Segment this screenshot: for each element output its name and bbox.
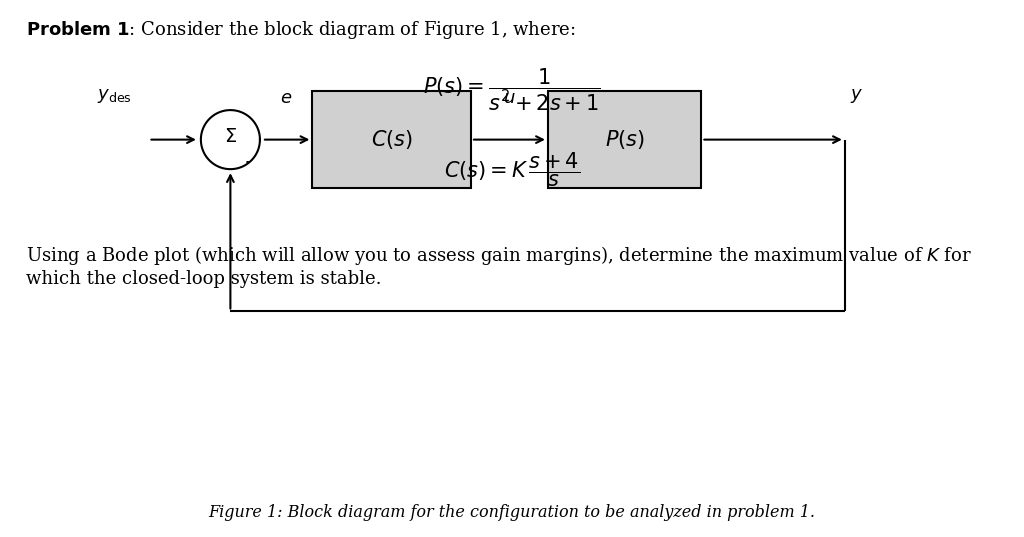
Text: $P(s) = \dfrac{1}{s^2 + 2s + 1}$: $P(s) = \dfrac{1}{s^2 + 2s + 1}$	[423, 67, 601, 113]
Text: $\Sigma$: $\Sigma$	[224, 128, 237, 147]
Text: $P(s)$: $P(s)$	[604, 128, 645, 151]
Text: $e$: $e$	[280, 89, 292, 107]
Text: $\mathbf{\cdot}$: $\mathbf{\cdot}$	[244, 154, 250, 168]
Text: $C(s)$: $C(s)$	[371, 128, 413, 151]
FancyBboxPatch shape	[312, 91, 471, 188]
Text: $u$: $u$	[503, 89, 516, 107]
Text: $y_\mathrm{des}$: $y_\mathrm{des}$	[97, 86, 132, 105]
Text: $C(s) = K\,\dfrac{s + 4}{s}$: $C(s) = K\,\dfrac{s + 4}{s}$	[443, 150, 581, 189]
FancyBboxPatch shape	[548, 91, 701, 188]
Text: Using a Bode plot (which will allow you to assess gain margins), determine the m: Using a Bode plot (which will allow you …	[26, 244, 972, 288]
Text: $y$: $y$	[850, 86, 863, 105]
Text: $\mathbf{Problem\ 1}$: Consider the block diagram of Figure 1, where:: $\mathbf{Problem\ 1}$: Consider the bloc…	[26, 19, 575, 41]
Text: Figure 1: Block diagram for the configuration to be analyzed in problem 1.: Figure 1: Block diagram for the configur…	[209, 504, 815, 521]
